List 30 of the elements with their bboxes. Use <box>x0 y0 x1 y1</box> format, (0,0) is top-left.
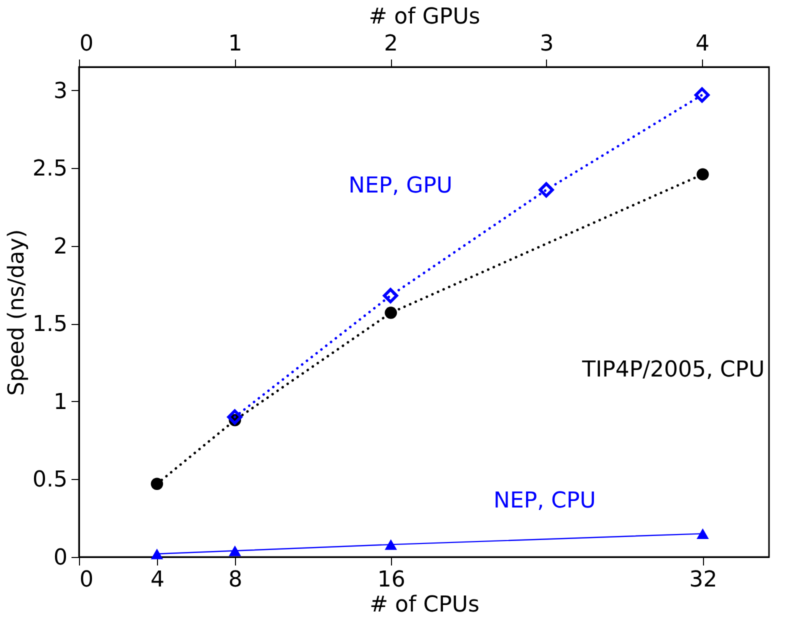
x-tick-label: 16 <box>377 568 406 592</box>
x2-tick-label: 0 <box>80 32 94 56</box>
x2-tick-label: 4 <box>696 32 710 56</box>
y-tick-label: 2.5 <box>32 156 68 182</box>
x-axis-title: # of CPUs <box>370 592 480 618</box>
point <box>384 306 397 319</box>
y-axis-title: Speed (ns/day) <box>4 229 30 396</box>
x-tick-label: 4 <box>150 568 164 592</box>
x-tick-label: 0 <box>80 568 94 592</box>
y-tick-label: 0 <box>54 546 68 570</box>
series-label: NEP, CPU <box>494 488 596 514</box>
x-tick-label: 32 <box>689 568 718 592</box>
y-tick-label: 1 <box>54 390 68 415</box>
point <box>696 168 709 180</box>
point <box>696 528 709 539</box>
x-tick-label: 8 <box>228 568 242 592</box>
point <box>228 545 242 556</box>
y-tick-label: 1.5 <box>32 312 68 338</box>
point <box>384 539 397 550</box>
point <box>150 478 164 490</box>
x2-tick-label: 3 <box>540 32 554 56</box>
y-tick-label: 0.5 <box>32 468 68 493</box>
text: TIP4P/2005, CPU <box>581 357 765 382</box>
x2-axis-title: # of GPUs <box>368 4 480 30</box>
x2-tick-label: 1 <box>228 32 242 56</box>
y-tick-label: 3 <box>54 78 68 104</box>
point <box>150 548 164 560</box>
x2-tick-label: 2 <box>384 32 398 56</box>
text: NEP, GPU <box>348 174 453 199</box>
y-tick-label: 2 <box>54 234 68 260</box>
